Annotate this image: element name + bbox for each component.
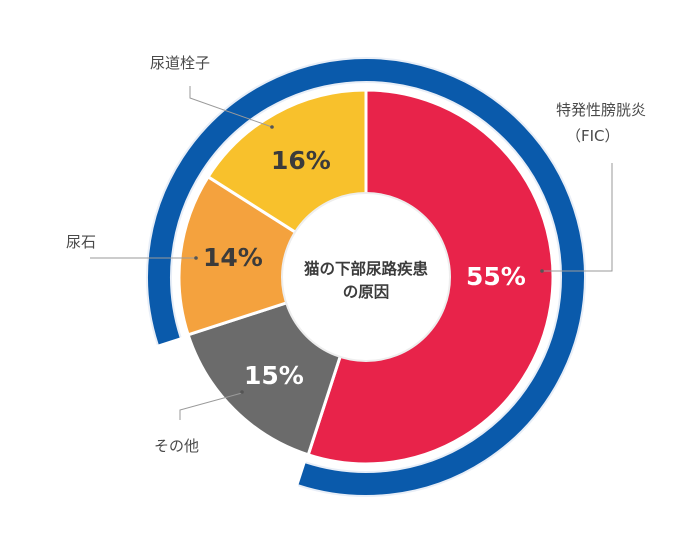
label-urolith: 尿石 xyxy=(66,233,97,251)
label-other: その他 xyxy=(154,437,200,455)
label-urethral-plug: 尿道栓子 xyxy=(150,54,211,72)
center-title-line2: の原因 xyxy=(342,283,390,301)
outer-ring xyxy=(146,57,586,497)
leader-dots xyxy=(194,125,544,394)
donut-hole xyxy=(281,192,451,362)
pie-slice xyxy=(177,174,370,337)
label-fic-line2: （FIC） xyxy=(566,127,620,145)
pct-urolith: 14% xyxy=(203,243,263,272)
label-fic-line1: 特発性膀胱炎 xyxy=(556,101,647,119)
leader-lines xyxy=(90,86,613,420)
pct-other: 15% xyxy=(244,361,304,390)
pct-fic: 55% xyxy=(466,262,526,291)
center-title-line1: 猫の下部尿路疾患 xyxy=(303,260,428,278)
center-title: 猫の下部尿路疾患 の原因 xyxy=(286,258,446,304)
pct-urethral-plug: 16% xyxy=(271,146,331,175)
